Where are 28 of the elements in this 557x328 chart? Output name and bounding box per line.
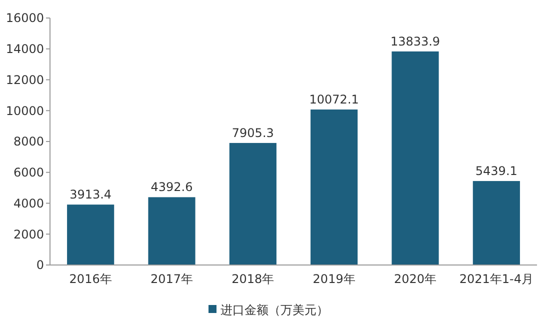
x-tick-label: 2020年 — [394, 272, 437, 286]
y-tick-label: 16000 — [6, 11, 44, 26]
bar — [310, 110, 358, 265]
legend-label: 进口金额（万美元） — [220, 303, 328, 318]
bar — [472, 181, 520, 265]
data-label: 7905.3 — [232, 126, 274, 140]
x-tick-label: 2016年 — [69, 272, 112, 286]
y-tick-label: 8000 — [13, 134, 44, 149]
y-tick-label: 4000 — [13, 196, 44, 210]
data-label: 5439.1 — [475, 164, 518, 178]
data-label: 10072.1 — [309, 92, 359, 107]
x-tick-label: 2019年 — [312, 272, 356, 286]
y-tick-label: 2000 — [13, 227, 44, 242]
bar — [229, 142, 276, 265]
x-tick-label: 2021年1-4月 — [459, 272, 534, 286]
y-tick-label: 10000 — [6, 104, 44, 118]
y-tick-label: 12000 — [6, 72, 44, 87]
x-tick-label: 2017年 — [150, 272, 194, 286]
x-tick-label: 2018年 — [232, 272, 274, 286]
y-tick-label: 0 — [36, 258, 44, 272]
data-label: 13833.9 — [390, 34, 440, 48]
bar — [67, 204, 114, 265]
y-tick-label: 6000 — [13, 166, 44, 180]
data-label: 4392.6 — [150, 180, 193, 194]
data-label: 3913.4 — [70, 188, 112, 202]
y-tick-label: 14000 — [6, 42, 44, 56]
bar — [148, 197, 196, 265]
bar — [392, 51, 439, 265]
